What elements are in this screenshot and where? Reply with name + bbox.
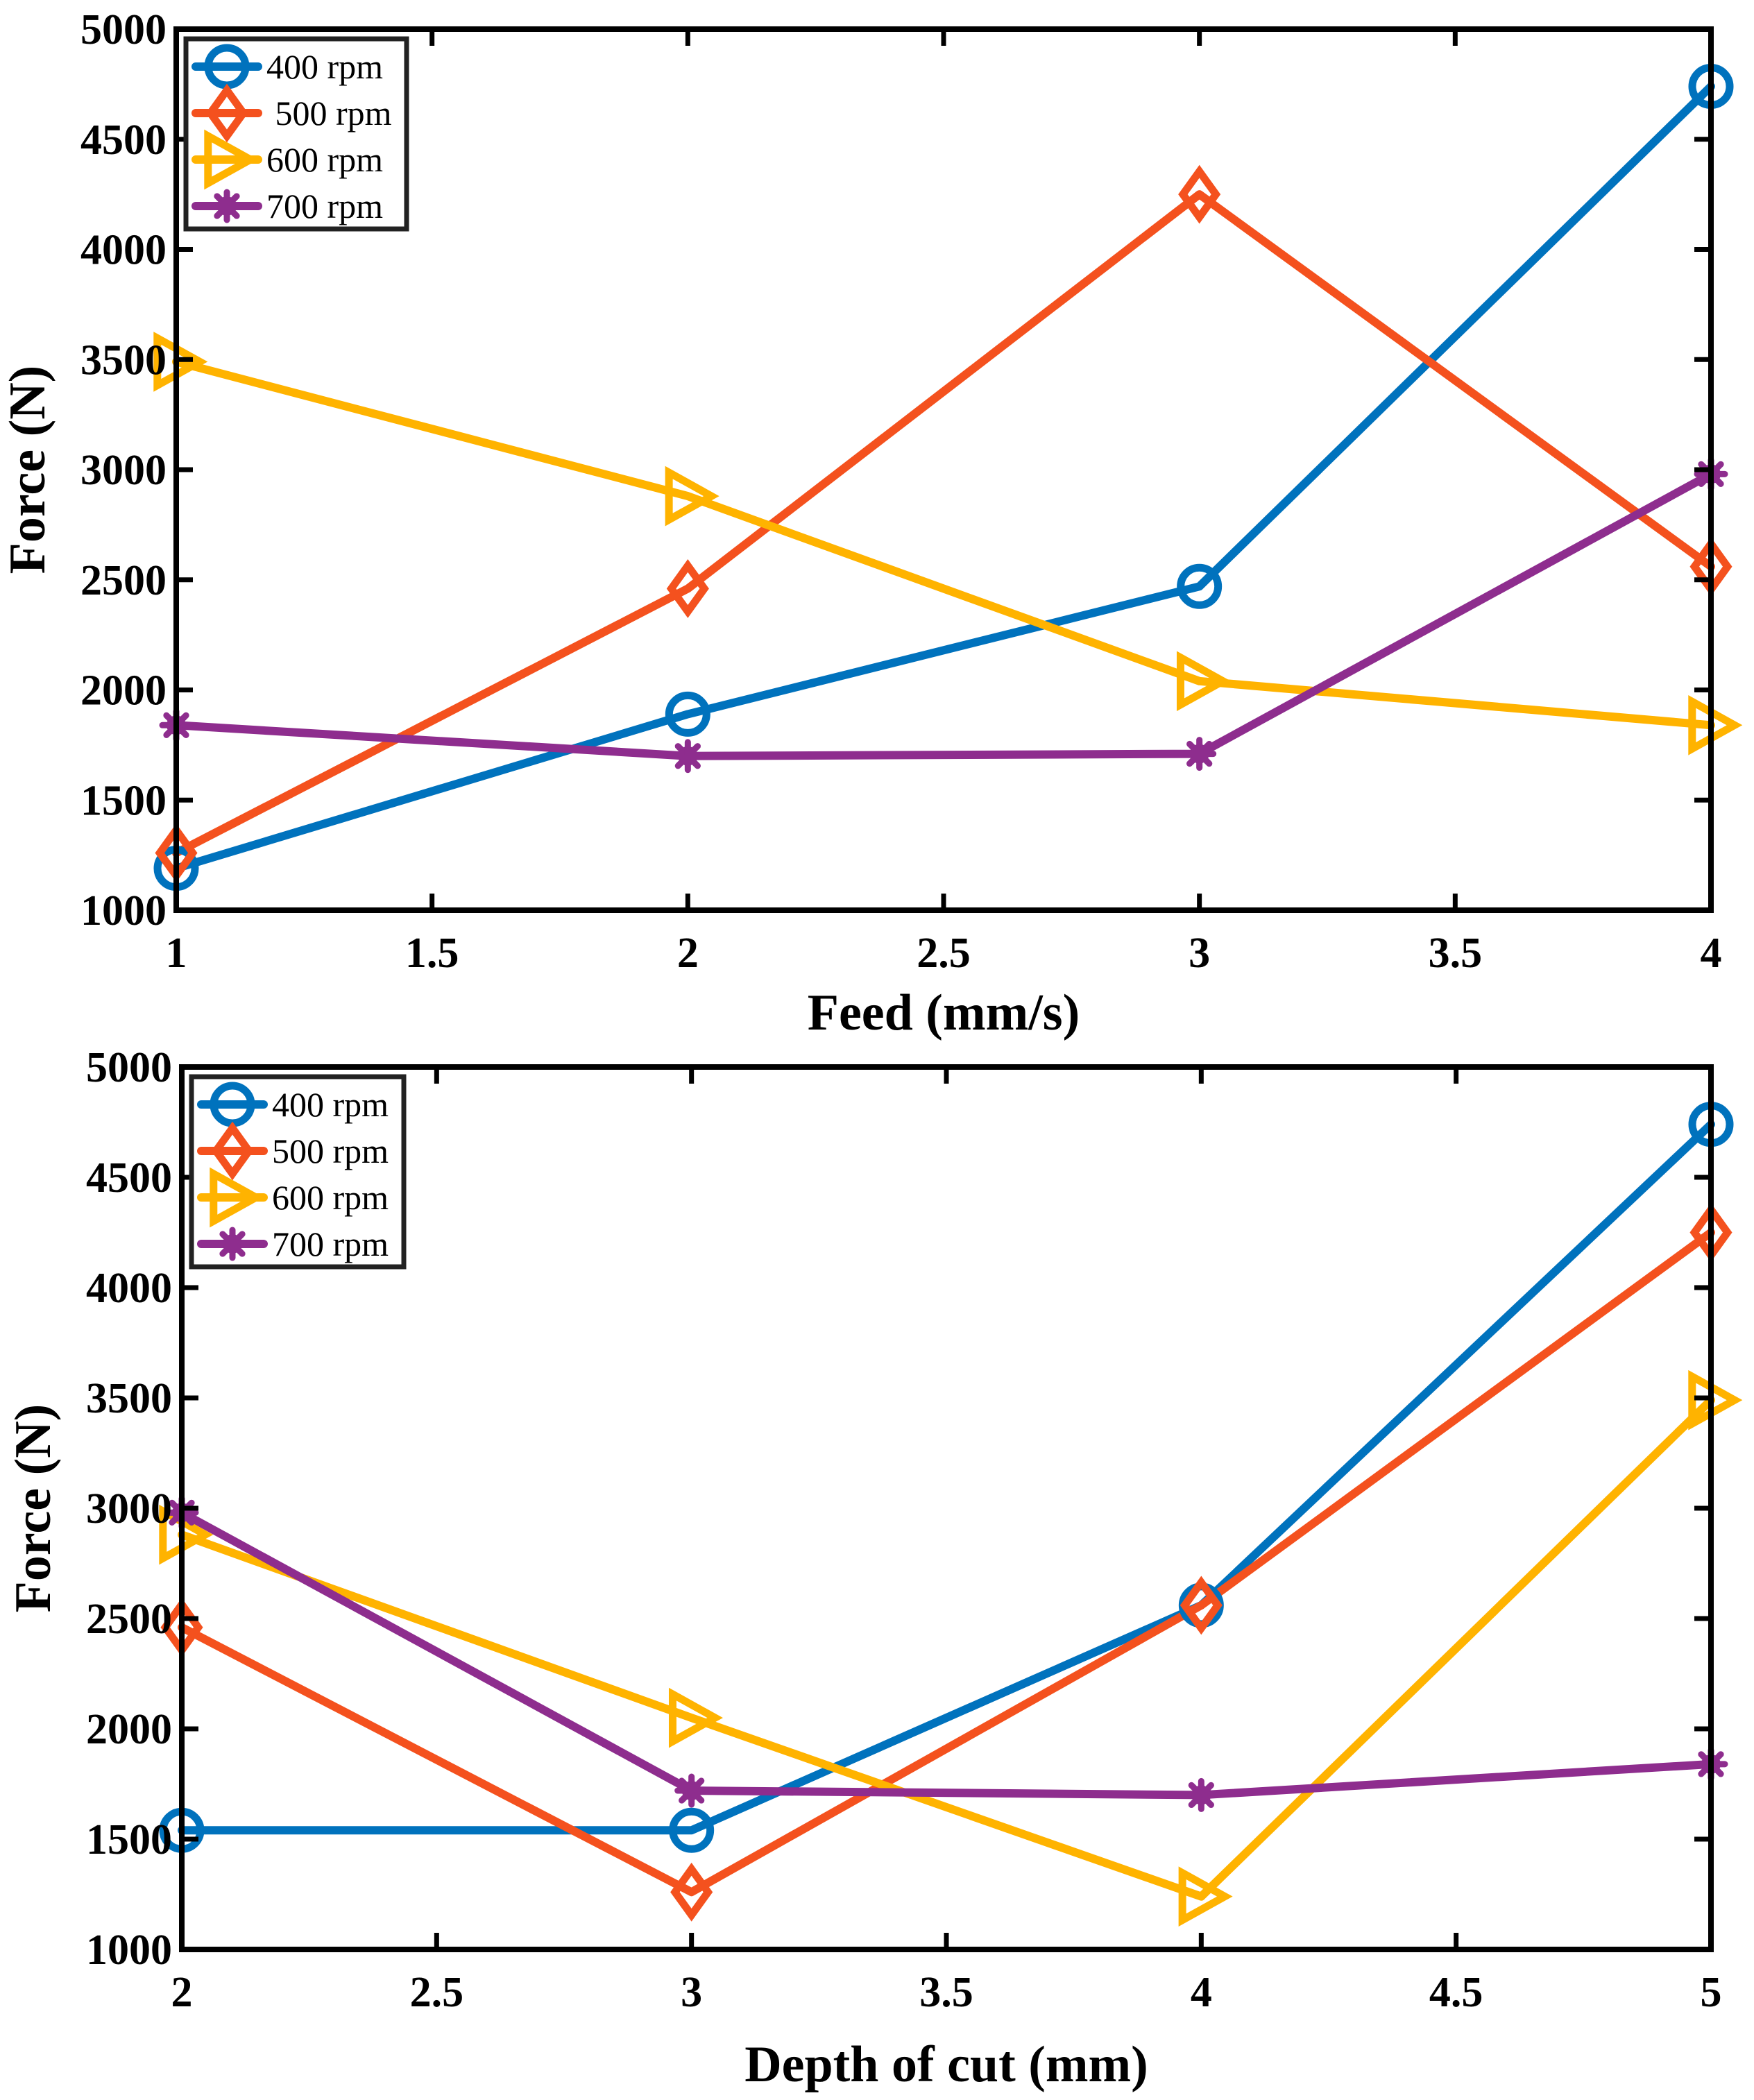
chart-1-xtick-label: 2 <box>677 930 699 977</box>
chart-2-xtick-label: 3 <box>681 1969 702 2016</box>
chart-2-legend-marker-4-spoke <box>219 1231 246 1257</box>
chart-1-series-2-point-2 <box>666 559 709 618</box>
chart-2-xlabel: Depth of cut (mm) <box>744 2036 1148 2093</box>
chart-2-xtick-label: 2 <box>171 1969 193 2016</box>
chart-2-series-line-3 <box>178 1396 1715 1901</box>
chart-1-legend-label-1: 400 rpm <box>266 47 383 86</box>
chart-1-ytick-label: 4000 <box>80 227 167 274</box>
chart-2-xtick-label: 4.5 <box>1429 1969 1483 2016</box>
chart-2-ytick-label: 5000 <box>86 1044 172 1091</box>
chart-1-ylabel: Force (N) <box>0 366 56 574</box>
chart-1-xlabel: Feed (mm/s) <box>808 984 1080 1041</box>
chart-1-ytick-label: 4500 <box>80 117 167 164</box>
chart-1-legend-marker-3 <box>204 129 259 190</box>
chart-2-ytick-label: 1000 <box>86 1927 172 1974</box>
chart-2-series-3-point-2 <box>668 1687 723 1748</box>
chart-2-ytick-label: 1500 <box>86 1816 172 1863</box>
chart-2-series-2-point-2 <box>670 1862 713 1922</box>
chart-2-xtick-label: 4 <box>1191 1969 1212 2016</box>
chart-1-series-2-point-3 <box>1178 164 1221 224</box>
chart-1-ytick-label: 1500 <box>80 777 167 824</box>
chart-2-series-1-point-2 <box>669 1807 715 1853</box>
chart-1-ytick-label: 3000 <box>80 447 167 494</box>
chart-1-xtick-label: 4 <box>1701 930 1722 977</box>
chart-1-series-1-point-2 <box>665 691 710 737</box>
chart-2-ytick-label: 2000 <box>86 1706 172 1753</box>
chart-1-series-3-point-3 <box>1176 651 1231 712</box>
chart-1-xtick-label: 1 <box>166 930 187 977</box>
chart-2-legend-label-4: 700 rpm <box>272 1224 389 1263</box>
chart-1-ytick-label: 2500 <box>80 557 167 604</box>
chart-2-legend-label-1: 400 rpm <box>272 1085 389 1124</box>
chart-1-series-line-4 <box>172 470 1715 760</box>
chart-1-xtick-label: 3.5 <box>1429 930 1483 977</box>
chart-1-ytick-label: 3500 <box>80 336 167 384</box>
chart-2-ytick-label: 4000 <box>86 1265 172 1312</box>
chart-1-ytick-label: 5000 <box>80 6 167 53</box>
chart-1-ytick-label: 2000 <box>80 667 167 715</box>
chart-2-series-line-4 <box>178 1508 1715 1800</box>
chart-2-legend-marker-4 <box>215 1227 250 1261</box>
chart-2-series-4-point-2-spoke <box>679 1777 705 1804</box>
chart-2-series-4-point-2 <box>674 1773 709 1808</box>
chart-2-series-4-point-3-spoke <box>1188 1782 1214 1809</box>
chart-2-ytick-label: 3000 <box>86 1485 172 1533</box>
chart-1-series-4-point-3-spoke <box>1186 740 1213 767</box>
chart-2-legend-marker-2 <box>211 1121 254 1181</box>
chart-1-series-4-point-2 <box>670 739 705 774</box>
chart-1-legend-label-4: 700 rpm <box>266 187 383 225</box>
chart-1-series-line-2 <box>172 190 1715 857</box>
chart-1-series-4-point-2-spoke <box>674 743 701 769</box>
chart-2-ytick-label: 2500 <box>86 1596 172 1643</box>
chart-2-series-4-point-3 <box>1184 1777 1218 1812</box>
chart-2-ylabel: Force (N) <box>5 1404 62 1613</box>
chart-2-series-line-2 <box>178 1228 1715 1897</box>
chart-1-xtick-label: 3 <box>1189 930 1210 977</box>
chart-1-legend-label-3: 600 rpm <box>266 140 383 179</box>
chart-2-xtick-label: 5 <box>1701 1969 1722 2016</box>
chart-1-ytick-label: 1000 <box>80 887 167 934</box>
chart-1: 1 1.5 2 2.5 3 3.5 4 1000 1500 2000 2500 3000 3500 400… <box>0 6 1743 1041</box>
chart-1-legend-marker-4 <box>210 189 244 223</box>
chart-1-legend-marker-2 <box>205 83 248 143</box>
chart-2-legend: 400 rpm 500 rpm 600 rpm 700 rpm <box>189 1074 407 1270</box>
chart-2-series-line-1 <box>178 1120 1715 1835</box>
chart-2-legend-label-3: 600 rpm <box>272 1178 389 1217</box>
chart-1-legend-label-2: 500 rpm <box>266 94 392 133</box>
chart-1-series-3-point-2 <box>665 466 720 527</box>
chart-1-series-line-3 <box>172 357 1715 730</box>
chart-1-legend: 400 rpm 500 rpm 600 rpm 700 rpm <box>183 36 409 232</box>
chart-2-ytick-label: 4500 <box>86 1154 172 1202</box>
chart-1-xtick-label: 2.5 <box>917 930 971 977</box>
chart-2-legend-label-2: 500 rpm <box>272 1132 389 1170</box>
chart-2-series-2-point-3 <box>1180 1576 1223 1635</box>
chart-1-legend-marker-4-spoke <box>214 193 240 219</box>
chart-1-series-4-point-3 <box>1182 737 1217 771</box>
chart-1-xtick-label: 1.5 <box>405 930 459 977</box>
chart-1-series-line-1 <box>172 82 1715 873</box>
chart-2-ytick-label: 3500 <box>86 1375 172 1422</box>
chart-2-xtick-label: 2.5 <box>410 1969 464 2016</box>
chart-2-series-3-point-3 <box>1178 1866 1233 1927</box>
chart-2-xtick-label: 3.5 <box>919 1969 973 2016</box>
chart-2: 2 2.5 3 3.5 4 4.5 5 1000 1500 2000 2500 3000 3500 400… <box>5 1044 1743 2093</box>
chart-1-series-1-point-3 <box>1177 563 1223 609</box>
chart-2-legend-marker-3 <box>210 1167 264 1228</box>
